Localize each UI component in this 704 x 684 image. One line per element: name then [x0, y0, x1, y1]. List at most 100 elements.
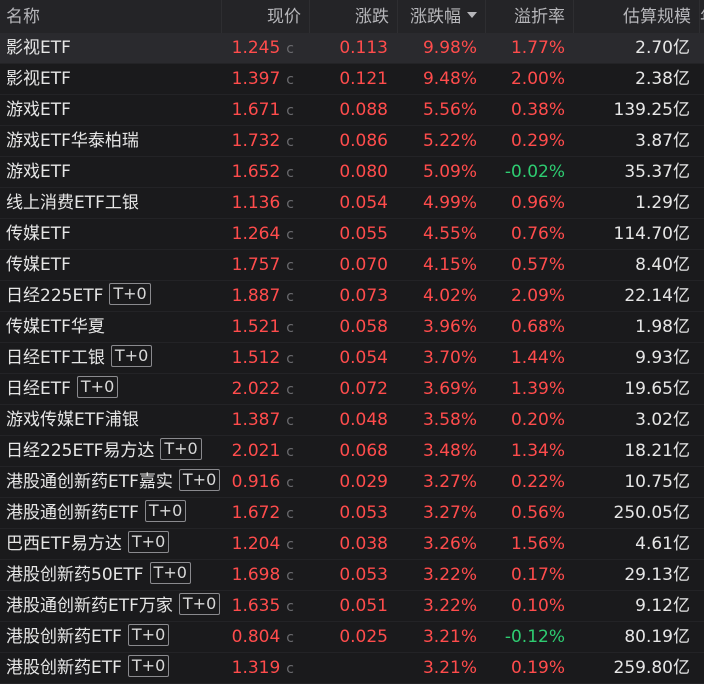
- fund-name: 线上消费ETF工银: [6, 188, 139, 218]
- premium-value: 0.57%: [510, 255, 565, 275]
- fund-name: 传媒ETF: [6, 250, 71, 280]
- fund-name: 日经ETF T+0: [6, 374, 119, 404]
- table-row[interactable]: 传媒ETF 1.264 c 0.055 4.55% 0.76% 114.70亿: [0, 219, 704, 250]
- price-value: 1.635: [231, 596, 281, 616]
- fund-name-text: 日经225ETF: [6, 286, 104, 306]
- fund-name-text: 日经ETF工银: [6, 348, 105, 368]
- column-header-extra[interactable]: 年: [700, 0, 704, 33]
- column-header-change-pct-label: 涨跌幅: [410, 7, 461, 27]
- column-header-change[interactable]: 涨跌: [310, 0, 398, 33]
- price-cell: 1.397 c: [232, 64, 294, 94]
- change-pct-value: 3.27%: [422, 472, 477, 492]
- column-header-price[interactable]: 现价: [222, 0, 310, 33]
- table-row[interactable]: 日经ETF T+0 2.022 c 0.072 3.69% 1.39% 19.65亿: [0, 374, 704, 405]
- fund-name-text: 港股创新药50ETF: [6, 565, 144, 585]
- change-pct-value: 5.56%: [422, 100, 477, 120]
- column-header-premium[interactable]: 溢折率: [486, 0, 574, 33]
- change-value: 0.029: [339, 472, 388, 492]
- fund-name: 影视ETF: [6, 33, 71, 63]
- price-value: 1.512: [231, 348, 281, 368]
- table-row[interactable]: 影视ETF 1.245 c 0.113 9.98% 1.77% 2.70亿: [0, 33, 704, 64]
- change-pct-value: 4.15%: [422, 255, 477, 275]
- column-header-change-label: 涨跌: [355, 7, 389, 27]
- fund-name-text: 游戏传媒ETF浦银: [6, 410, 139, 430]
- price-value: 1.521: [231, 317, 281, 337]
- scale-value: 139.25亿: [613, 100, 690, 120]
- premium-value: 1.39%: [510, 379, 565, 399]
- price-value: 2.021: [231, 441, 281, 461]
- price-cell: 1.136 c: [232, 188, 294, 218]
- trading-rule-badge: T+0: [127, 624, 170, 646]
- scale-value: 1.29亿: [635, 193, 690, 213]
- price-cell: 1.887 c: [232, 281, 294, 311]
- column-header-scale-label: 估算规模: [623, 7, 691, 27]
- price-mark: c: [286, 630, 294, 646]
- change-pct-value: 3.69%: [422, 379, 477, 399]
- scale-value: 250.05亿: [613, 503, 690, 523]
- table-row[interactable]: 日经225ETF T+0 1.887 c 0.073 4.02% 2.09% 22.14亿: [0, 281, 704, 312]
- change-value: 0.025: [339, 627, 388, 647]
- price-value: 1.757: [231, 255, 281, 275]
- change-value: 0.113: [339, 38, 388, 58]
- premium-value: 2.09%: [510, 286, 565, 306]
- table-row[interactable]: 港股创新药ETF T+0 1.319 c 3.21% 0.19% 259.80亿: [0, 653, 704, 684]
- price-mark: c: [286, 444, 294, 460]
- table-row[interactable]: 游戏ETF华泰柏瑞 1.732 c 0.086 5.22% 0.29% 3.87亿: [0, 126, 704, 157]
- table-row[interactable]: 巴西ETF易方达 T+0 1.204 c 0.038 3.26% 1.56% 4.61亿: [0, 529, 704, 560]
- price-mark: c: [286, 196, 294, 212]
- fund-name: 港股创新药50ETF T+0: [6, 560, 191, 590]
- price-mark: c: [286, 475, 294, 491]
- price-cell: 1.698 c: [232, 560, 294, 590]
- column-header-scale[interactable]: 估算规模: [574, 0, 700, 33]
- scale-value: 29.13亿: [624, 565, 690, 585]
- price-mark: c: [286, 351, 294, 367]
- price-mark: c: [286, 537, 294, 553]
- column-header-name[interactable]: 名称: [0, 0, 222, 33]
- table-row[interactable]: 影视ETF 1.397 c 0.121 9.48% 2.00% 2.38亿: [0, 64, 704, 95]
- fund-name-text: 游戏ETF: [6, 100, 71, 120]
- price-value: 1.387: [231, 410, 281, 430]
- table-row[interactable]: 传媒ETF 1.757 c 0.070 4.15% 0.57% 8.40亿: [0, 250, 704, 281]
- price-cell: 1.635 c: [232, 591, 294, 621]
- price-value: 1.672: [231, 503, 281, 523]
- table-row[interactable]: 日经225ETF易方达 T+0 2.021 c 0.068 3.48% 1.34% 18.21…: [0, 436, 704, 467]
- price-mark: c: [286, 320, 294, 336]
- fund-name-text: 日经225ETF易方达: [6, 441, 155, 461]
- fund-name-text: 港股通创新药ETF嘉实: [6, 472, 173, 492]
- etf-table-body: 影视ETF 1.245 c 0.113 9.98% 1.77% 2.70亿 影视ETF 1.39…: [0, 33, 704, 684]
- scale-value: 259.80亿: [613, 658, 690, 678]
- table-row[interactable]: 港股创新药ETF T+0 0.804 c 0.025 3.21% -0.12% 80.19亿: [0, 622, 704, 653]
- price-value: 2.022: [231, 379, 281, 399]
- table-row[interactable]: 游戏ETF 1.652 c 0.080 5.09% -0.02% 35.37亿: [0, 157, 704, 188]
- trading-rule-badge: T+0: [76, 376, 119, 398]
- change-value: 0.058: [339, 317, 388, 337]
- price-cell: 1.245 c: [232, 33, 294, 63]
- table-row[interactable]: 港股创新药50ETF T+0 1.698 c 0.053 3.22% 0.17% 29.13亿: [0, 560, 704, 591]
- fund-name: 日经225ETF易方达 T+0: [6, 436, 202, 466]
- table-row[interactable]: 港股通创新药ETF嘉实 T+0 0.916 c 0.029 3.27% 0.22% 10.75…: [0, 467, 704, 498]
- scale-value: 2.70亿: [635, 38, 690, 58]
- table-row[interactable]: 游戏传媒ETF浦银 1.387 c 0.048 3.58% 0.20% 3.02亿: [0, 405, 704, 436]
- trading-rule-badge: T+0: [127, 531, 170, 553]
- price-value: 1.264: [231, 224, 281, 244]
- table-row[interactable]: 日经ETF工银 T+0 1.512 c 0.054 3.70% 1.44% 9.93亿: [0, 343, 704, 374]
- table-row[interactable]: 传媒ETF华夏 1.521 c 0.058 3.96% 0.68% 1.98亿: [0, 312, 704, 343]
- price-mark: c: [286, 41, 294, 57]
- change-pct-value: 3.70%: [422, 348, 477, 368]
- table-row[interactable]: 游戏ETF 1.671 c 0.088 5.56% 0.38% 139.25亿: [0, 95, 704, 126]
- fund-name: 港股通创新药ETF嘉实 T+0: [6, 467, 221, 497]
- column-header-change-pct[interactable]: 涨跌幅: [398, 0, 486, 33]
- scale-value: 80.19亿: [624, 627, 690, 647]
- price-mark: c: [286, 568, 294, 584]
- table-row[interactable]: 港股通创新药ETF万家 T+0 1.635 c 0.051 3.22% 0.10% 9.12亿: [0, 591, 704, 622]
- change-value: 0.051: [339, 596, 388, 616]
- table-row[interactable]: 港股通创新药ETF T+0 1.672 c 0.053 3.27% 0.56% 250.05亿: [0, 498, 704, 529]
- table-row[interactable]: 线上消费ETF工银 1.136 c 0.054 4.99% 0.96% 1.29亿: [0, 188, 704, 219]
- premium-value: 1.56%: [510, 534, 565, 554]
- premium-value: 0.17%: [510, 565, 565, 585]
- fund-name-text: 港股通创新药ETF: [6, 503, 139, 523]
- premium-value: 1.44%: [510, 348, 565, 368]
- premium-value: 0.38%: [510, 100, 565, 120]
- change-pct-value: 3.48%: [422, 441, 477, 461]
- fund-name: 港股创新药ETF T+0: [6, 622, 170, 652]
